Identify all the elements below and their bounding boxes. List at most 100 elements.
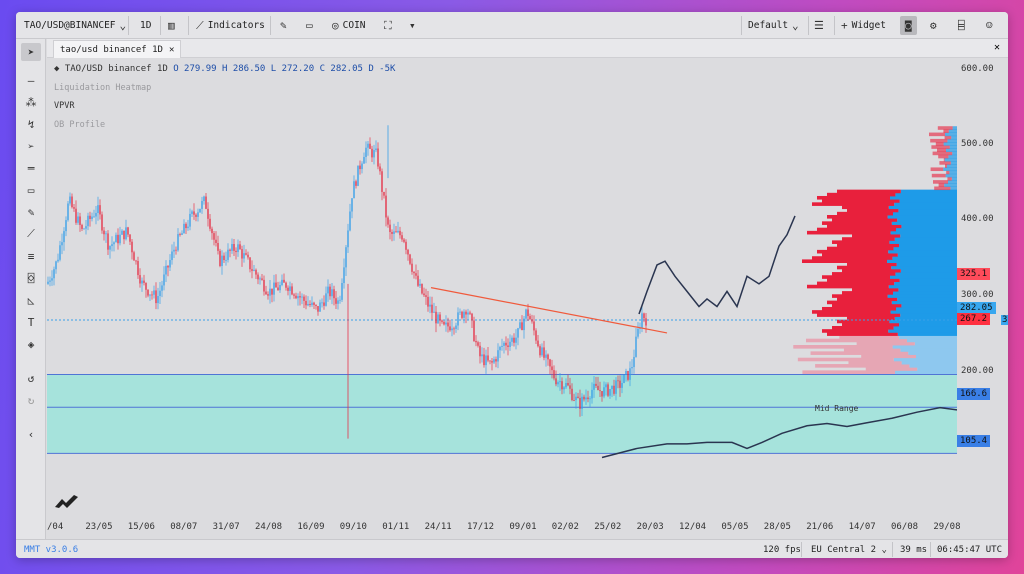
interval-button[interactable]: 1D bbox=[140, 12, 151, 39]
bid-volume-bar bbox=[893, 325, 957, 330]
nodes-tool[interactable]: ⁂ bbox=[21, 93, 41, 111]
candle-body bbox=[469, 312, 471, 314]
candle-body bbox=[95, 212, 97, 217]
collapse-button[interactable]: ‹ bbox=[21, 425, 41, 443]
redo-button[interactable]: ↻ bbox=[21, 391, 41, 409]
candle-body bbox=[623, 374, 625, 383]
trend-line[interactable] bbox=[430, 287, 668, 334]
bid-volume-bar bbox=[887, 215, 957, 219]
brush-icon: ✎ bbox=[27, 205, 35, 219]
layers-tool[interactable]: ◈ bbox=[21, 335, 41, 353]
x-tick: 16/09 bbox=[297, 522, 325, 532]
y-tick: 400.00 bbox=[961, 214, 994, 224]
arrow-tool[interactable]: ➢ bbox=[21, 137, 41, 155]
ask-volume-bar bbox=[827, 215, 888, 219]
candle-body bbox=[49, 280, 51, 282]
undo-button[interactable]: ↺ bbox=[21, 369, 41, 387]
candle-body bbox=[89, 215, 91, 219]
hline-tool[interactable]: — bbox=[21, 71, 41, 89]
candle-body bbox=[273, 282, 275, 295]
candle-body bbox=[295, 295, 297, 299]
text-icon: T bbox=[27, 315, 35, 329]
ask-volume-bar bbox=[944, 135, 952, 140]
candle-body bbox=[165, 265, 167, 275]
candle-body bbox=[463, 311, 465, 318]
text-tool[interactable]: T bbox=[21, 313, 41, 331]
ruler-tool[interactable]: ⌺ bbox=[21, 269, 41, 287]
bid-volume-bar bbox=[896, 227, 957, 232]
bid-volume-bar bbox=[952, 151, 957, 156]
add-widget-button[interactable]: + Widget bbox=[841, 12, 886, 39]
chart-type-button[interactable]: ▥ bbox=[168, 12, 175, 39]
candle-body bbox=[219, 250, 221, 266]
candle-body bbox=[365, 147, 367, 157]
candle-body bbox=[205, 196, 207, 209]
candle-body bbox=[197, 212, 199, 217]
draw-button[interactable]: ✎ bbox=[280, 12, 287, 39]
candle-body bbox=[291, 286, 293, 295]
legend-open: O 279.99 bbox=[173, 64, 217, 74]
indicators-button[interactable]: ⟋ Indicators bbox=[196, 12, 265, 39]
bid-volume-bar bbox=[900, 348, 957, 352]
candle-body bbox=[47, 281, 49, 284]
rect-tool[interactable]: ▭ bbox=[21, 181, 41, 199]
bid-volume-bar bbox=[901, 224, 957, 229]
x-tick: 08/07 bbox=[170, 522, 198, 532]
candle-body bbox=[135, 260, 137, 262]
candle-body bbox=[229, 249, 231, 251]
layout-selector[interactable]: Default ⌄ bbox=[748, 12, 799, 39]
brush-tool[interactable]: ✎ bbox=[21, 203, 41, 221]
price-axis[interactable]: 600.00 500.00 400.00 300.00 200.00 325.1… bbox=[957, 58, 1008, 516]
candle-body bbox=[157, 296, 159, 304]
fullscreen-icon: ⛶ bbox=[384, 19, 392, 32]
bottom-indicator-curve bbox=[601, 406, 957, 459]
fib-tool[interactable]: ≡ bbox=[21, 247, 41, 265]
dropdown-button[interactable]: ▾ bbox=[409, 12, 416, 39]
cursor-tool[interactable]: ➤ bbox=[21, 43, 41, 61]
candle-body bbox=[151, 294, 153, 296]
print-button[interactable]: ⌸ bbox=[958, 12, 965, 39]
bid-volume-bar bbox=[950, 186, 957, 191]
x-tick: 17/12 bbox=[467, 522, 495, 532]
indicator-liquidation-heatmap[interactable]: Liquidation Heatmap bbox=[54, 83, 152, 93]
indicator-ob-profile[interactable]: OB Profile bbox=[54, 120, 106, 130]
candle-body bbox=[103, 230, 105, 235]
close-panel-icon[interactable]: ✕ bbox=[993, 42, 1000, 53]
ask-volume-bar bbox=[822, 199, 900, 203]
list-button[interactable]: ☰ bbox=[814, 12, 824, 39]
candle-body bbox=[605, 384, 607, 388]
path-tool[interactable]: ↯ bbox=[21, 115, 41, 133]
candle-body bbox=[223, 255, 225, 261]
time-axis[interactable]: /04 23/05 15/06 08/07 31/07 24/08 16/09 09/10 01… bbox=[47, 516, 960, 539]
candle-body bbox=[337, 300, 339, 304]
candle-body bbox=[189, 213, 191, 227]
bid-volume-bar bbox=[949, 170, 957, 175]
candle-body bbox=[231, 244, 233, 251]
candle-body bbox=[641, 313, 643, 328]
fullscreen-button[interactable]: ⛶ bbox=[384, 12, 392, 39]
region-selector[interactable]: EU Central 2 ⌄ bbox=[811, 540, 887, 558]
folder-button[interactable]: ▭ bbox=[306, 12, 313, 39]
price-chart[interactable]: Mid Range bbox=[47, 58, 957, 516]
coin-button[interactable]: ◎ COIN bbox=[332, 12, 366, 39]
bid-volume-bar bbox=[951, 176, 957, 181]
account-button[interactable]: ☺ bbox=[986, 12, 993, 39]
settings-button[interactable]: ⚙ bbox=[930, 12, 937, 39]
symbol-label: TAO/USD@BINANCEF bbox=[24, 20, 116, 31]
chart-tool[interactable]: ◺ bbox=[21, 291, 41, 309]
screenshot-button[interactable]: ◙ bbox=[900, 16, 917, 35]
projection-path[interactable] bbox=[638, 215, 796, 315]
parallel-tool[interactable]: ═ bbox=[21, 159, 41, 177]
symbol-selector[interactable]: TAO/USD@BINANCEF ⌄ bbox=[24, 12, 126, 39]
candle-body bbox=[541, 347, 543, 356]
legend-ohlc: ◆ TAO/USD binancef 1D O 279.99 H 286.50 … bbox=[54, 64, 395, 74]
gear-icon: ⚙ bbox=[930, 19, 937, 32]
candle-body bbox=[415, 273, 417, 276]
close-icon[interactable]: ✕ bbox=[168, 44, 175, 55]
indicator-vpvr[interactable]: VPVR bbox=[54, 101, 75, 111]
candle-body bbox=[483, 354, 485, 366]
candle-body bbox=[525, 309, 527, 319]
chart-tab[interactable]: tao/usd binancef 1D ✕ bbox=[53, 40, 182, 58]
trend-tool[interactable]: ⟋ bbox=[21, 225, 41, 243]
candle-body bbox=[597, 385, 599, 391]
